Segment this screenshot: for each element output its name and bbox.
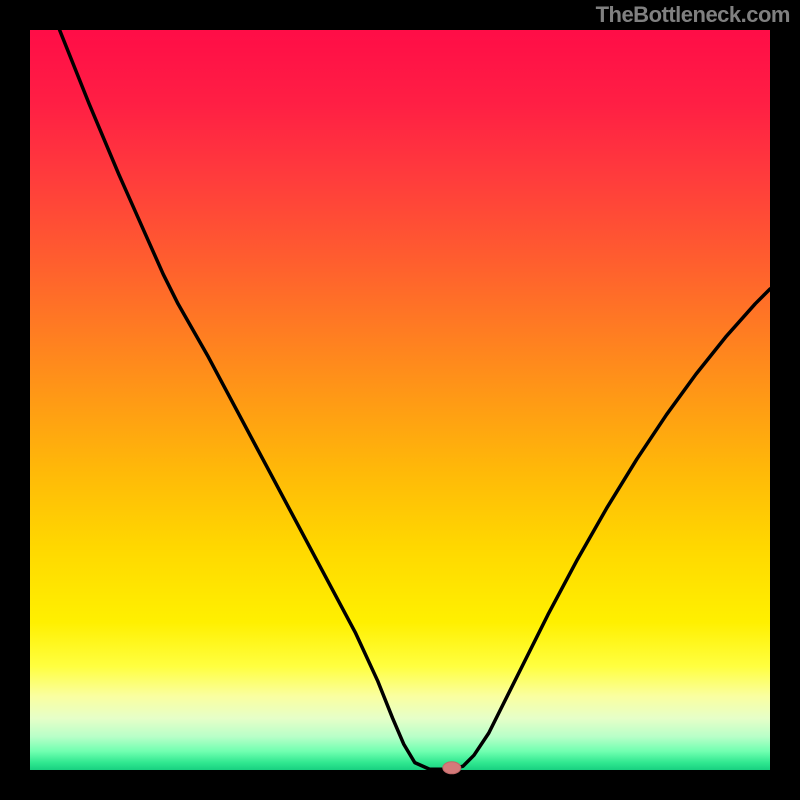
- sweet-spot-marker: [443, 762, 461, 774]
- watermark-text: TheBottleneck.com: [596, 2, 790, 28]
- chart-container: TheBottleneck.com: [0, 0, 800, 800]
- plot-area: [30, 30, 770, 770]
- bottleneck-chart: [0, 0, 800, 800]
